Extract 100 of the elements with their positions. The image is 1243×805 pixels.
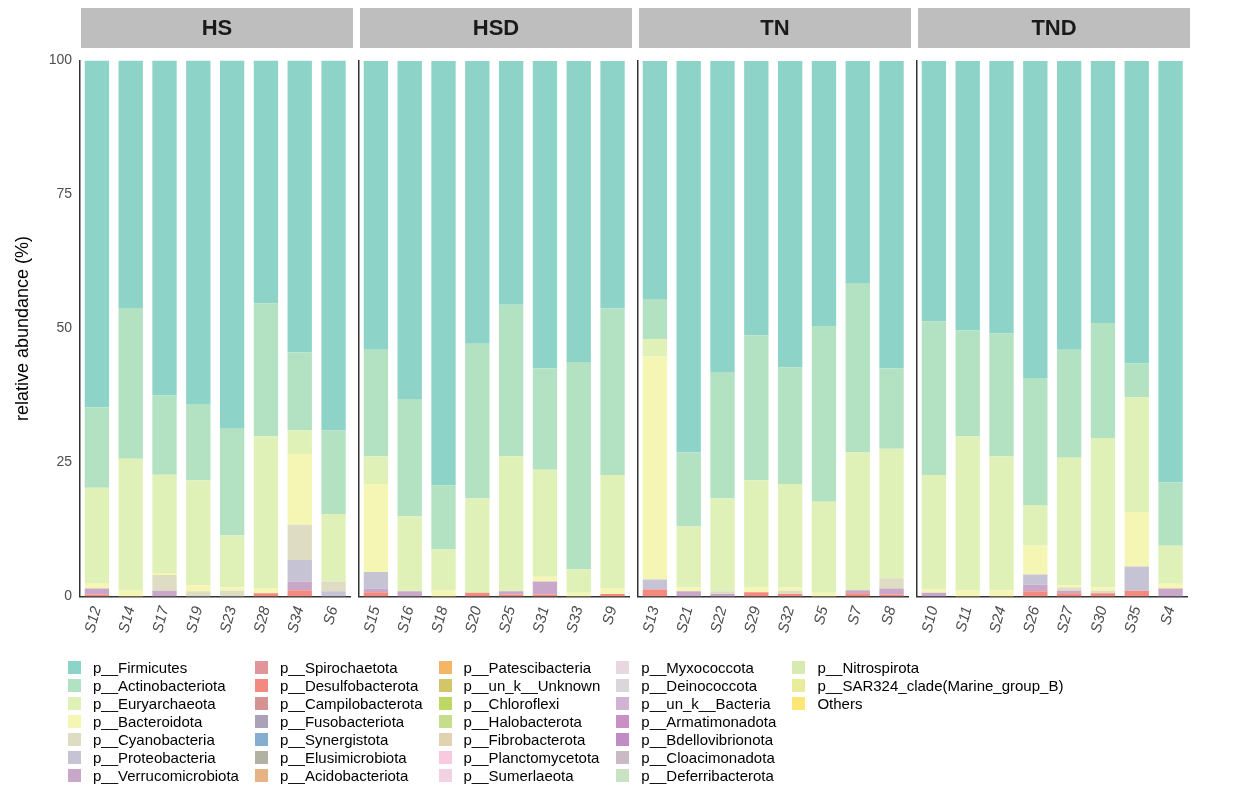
bar: [532, 581, 558, 595]
bar: [1124, 511, 1149, 567]
legend-label: Others: [817, 694, 863, 712]
bar: [186, 585, 211, 592]
y-axis-title: relative abundance (%): [11, 235, 32, 422]
bar: [84, 60, 110, 408]
bar: [676, 587, 701, 592]
bar: [989, 456, 1014, 591]
bar: [811, 61, 837, 327]
bar: [465, 498, 490, 593]
bar: [879, 368, 904, 449]
legend-label: p__Euryarchaeota: [93, 694, 216, 712]
x-tick-label: S18: [427, 603, 451, 635]
bar: [287, 524, 312, 561]
bar: [465, 343, 490, 499]
x-tick-label: S20: [460, 603, 485, 635]
legend-label: p__Bdellovibrionota: [641, 730, 774, 748]
x-tick-label: S10: [917, 603, 941, 635]
bar: [1056, 61, 1082, 350]
bar: [84, 407, 110, 488]
bar: [811, 326, 837, 502]
x-tick-label: S33: [562, 603, 586, 635]
bar: [287, 560, 312, 582]
bar: [1124, 61, 1149, 364]
bar: [532, 594, 558, 597]
bar: [219, 60, 245, 429]
bar: [532, 469, 558, 577]
bar: [642, 299, 668, 339]
x-tick-label: S24: [985, 604, 1009, 635]
x-tick-label: S27: [1052, 603, 1077, 635]
bar: [744, 587, 769, 593]
legend-label: p__Chloroflexi: [463, 694, 560, 712]
bar: [118, 458, 143, 591]
legend-label: p__un_k__Unknown: [463, 676, 601, 694]
bar: [363, 484, 389, 572]
bar: [600, 588, 625, 594]
bar: [955, 61, 980, 331]
legend-label: p__Campilobacterota: [279, 694, 423, 712]
bar: [777, 484, 803, 588]
bar: [287, 453, 312, 525]
bar: [1023, 545, 1048, 575]
bar: [989, 590, 1014, 597]
legend-label: p__Halobacterota: [463, 712, 582, 730]
bar: [1158, 61, 1183, 483]
bar: [1124, 566, 1149, 591]
bar: [989, 61, 1014, 334]
bar: [532, 61, 558, 369]
legend-label: p__Verrucomicrobiota: [93, 766, 239, 784]
x-tick-label: S4: [1156, 604, 1178, 627]
x-tick-label: S31: [528, 604, 552, 635]
legend-label: p__Fusobacteriota: [279, 712, 405, 730]
bar: [777, 61, 803, 368]
chart-title: TN: [639, 8, 911, 48]
bar: [186, 404, 211, 481]
bar: [431, 61, 456, 486]
bar: [744, 480, 769, 588]
bar: [532, 368, 558, 470]
bar: [1056, 349, 1082, 458]
bar: [431, 485, 456, 550]
bar: [287, 60, 312, 353]
legend-label: p__Sumerlaeota: [463, 766, 574, 784]
bar: [532, 576, 558, 582]
bar: [921, 61, 947, 322]
bar: [498, 456, 524, 592]
bar: [321, 513, 346, 582]
bar: [676, 591, 701, 597]
bar: [1124, 397, 1149, 512]
bar: [1090, 322, 1116, 439]
legend-label: p__Myxococcota: [641, 658, 754, 676]
legend-label: p__Patescibacteria: [463, 658, 592, 676]
bar: [744, 335, 769, 481]
chart-title: HSD: [360, 8, 632, 48]
bar: [152, 474, 177, 573]
bar: [955, 590, 980, 597]
bar: [498, 304, 524, 457]
bar: [566, 61, 591, 362]
x-tick-label: S14: [114, 604, 138, 635]
bar: [1090, 61, 1116, 323]
bar: [186, 591, 211, 597]
bar: [1158, 545, 1183, 584]
x-tick-label: S12: [80, 603, 104, 635]
bar: [1158, 583, 1183, 589]
legend-label: p__Nitrospirota: [817, 658, 920, 676]
bar: [321, 591, 346, 597]
x-tick-label: S34: [283, 604, 307, 635]
legend-label: p__SAR324_clade(Marine_group_B): [817, 676, 1064, 694]
legend-label: p__Bacteroidota: [93, 712, 203, 730]
bar: [253, 303, 279, 437]
bar: [676, 526, 701, 588]
y-tick-label: 50: [56, 319, 73, 336]
x-tick-label: S21: [672, 604, 696, 635]
legend-label: p__Actinobacteriota: [93, 676, 226, 694]
bar: [397, 398, 422, 517]
bar: [1158, 482, 1183, 546]
chart-title: HS: [81, 8, 353, 48]
legend-label: p__Cloacimonadota: [641, 748, 775, 766]
bar: [1023, 61, 1048, 379]
x-tick-label: S9: [598, 603, 620, 627]
x-tick-label: S30: [1086, 603, 1111, 635]
bar: [84, 594, 110, 597]
